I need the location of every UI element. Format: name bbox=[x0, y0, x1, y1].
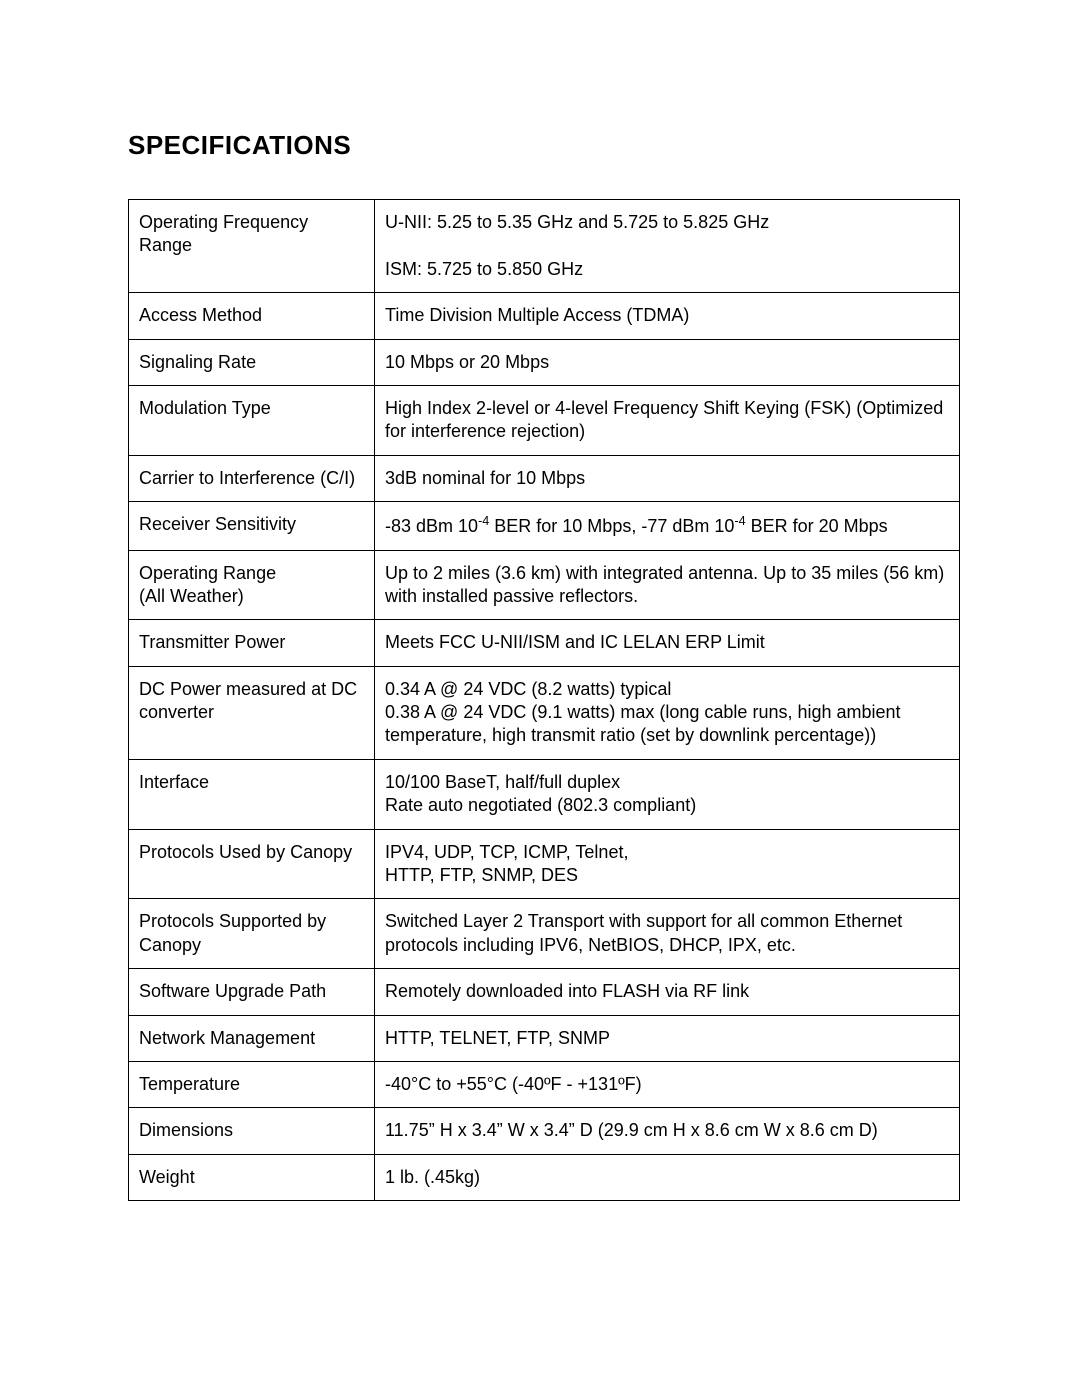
spec-value: U-NII: 5.25 to 5.35 GHz and 5.725 to 5.8… bbox=[375, 200, 960, 293]
spec-value: 3dB nominal for 10 Mbps bbox=[375, 455, 960, 501]
spec-label: Interface bbox=[129, 759, 375, 829]
spec-value: High Index 2-level or 4-level Frequency … bbox=[375, 385, 960, 455]
table-row: Transmitter PowerMeets FCC U-NII/ISM and… bbox=[129, 620, 960, 666]
table-row: Signaling Rate10 Mbps or 20 Mbps bbox=[129, 339, 960, 385]
page: SPECIFICATIONS Operating Frequency Range… bbox=[0, 0, 1080, 1397]
spec-value: -40°C to +55°C (-40ºF - +131ºF) bbox=[375, 1061, 960, 1107]
spec-label: Modulation Type bbox=[129, 385, 375, 455]
spec-value: 0.34 A @ 24 VDC (8.2 watts) typical0.38 … bbox=[375, 666, 960, 759]
section-title: SPECIFICATIONS bbox=[128, 130, 960, 161]
table-row: Operating Frequency RangeU-NII: 5.25 to … bbox=[129, 200, 960, 293]
table-row: Access MethodTime Division Multiple Acce… bbox=[129, 293, 960, 339]
spec-label: Receiver Sensitivity bbox=[129, 502, 375, 550]
spec-label: Protocols Used by Canopy bbox=[129, 829, 375, 899]
spec-label: Access Method bbox=[129, 293, 375, 339]
spec-value: -83 dBm 10-4 BER for 10 Mbps, -77 dBm 10… bbox=[375, 502, 960, 550]
table-row: Software Upgrade PathRemotely downloaded… bbox=[129, 969, 960, 1015]
spec-label: Temperature bbox=[129, 1061, 375, 1107]
spec-table-body: Operating Frequency RangeU-NII: 5.25 to … bbox=[129, 200, 960, 1201]
table-row: Operating Range(All Weather)Up to 2 mile… bbox=[129, 550, 960, 620]
spec-label: Network Management bbox=[129, 1015, 375, 1061]
table-row: Protocols Supported by CanopySwitched La… bbox=[129, 899, 960, 969]
spec-value: 10 Mbps or 20 Mbps bbox=[375, 339, 960, 385]
table-row: Interface10/100 BaseT, half/full duplexR… bbox=[129, 759, 960, 829]
table-row: Weight1 lb. (.45kg) bbox=[129, 1154, 960, 1200]
spec-value: Up to 2 miles (3.6 km) with integrated a… bbox=[375, 550, 960, 620]
spec-value: IPV4, UDP, TCP, ICMP, Telnet,HTTP, FTP, … bbox=[375, 829, 960, 899]
spec-value: Meets FCC U-NII/ISM and IC LELAN ERP Lim… bbox=[375, 620, 960, 666]
table-row: DC Power measured at DC converter0.34 A … bbox=[129, 666, 960, 759]
spec-table: Operating Frequency RangeU-NII: 5.25 to … bbox=[128, 199, 960, 1201]
spec-label: Software Upgrade Path bbox=[129, 969, 375, 1015]
spec-label: Protocols Supported by Canopy bbox=[129, 899, 375, 969]
table-row: Carrier to Interference (C/I)3dB nominal… bbox=[129, 455, 960, 501]
table-row: Modulation TypeHigh Index 2-level or 4-l… bbox=[129, 385, 960, 455]
spec-value: 1 lb. (.45kg) bbox=[375, 1154, 960, 1200]
spec-label: Signaling Rate bbox=[129, 339, 375, 385]
spec-label: DC Power measured at DC converter bbox=[129, 666, 375, 759]
table-row: Network ManagementHTTP, TELNET, FTP, SNM… bbox=[129, 1015, 960, 1061]
spec-label: Operating Range(All Weather) bbox=[129, 550, 375, 620]
spec-label: Transmitter Power bbox=[129, 620, 375, 666]
spec-label: Dimensions bbox=[129, 1108, 375, 1154]
spec-value: HTTP, TELNET, FTP, SNMP bbox=[375, 1015, 960, 1061]
spec-value: Switched Layer 2 Transport with support … bbox=[375, 899, 960, 969]
table-row: Receiver Sensitivity-83 dBm 10-4 BER for… bbox=[129, 502, 960, 550]
spec-label: Operating Frequency Range bbox=[129, 200, 375, 293]
table-row: Protocols Used by CanopyIPV4, UDP, TCP, … bbox=[129, 829, 960, 899]
spec-value: 11.75” H x 3.4” W x 3.4” D (29.9 cm H x … bbox=[375, 1108, 960, 1154]
spec-label: Weight bbox=[129, 1154, 375, 1200]
spec-label: Carrier to Interference (C/I) bbox=[129, 455, 375, 501]
spec-value: 10/100 BaseT, half/full duplexRate auto … bbox=[375, 759, 960, 829]
table-row: Temperature-40°C to +55°C (-40ºF - +131º… bbox=[129, 1061, 960, 1107]
table-row: Dimensions11.75” H x 3.4” W x 3.4” D (29… bbox=[129, 1108, 960, 1154]
spec-value: Remotely downloaded into FLASH via RF li… bbox=[375, 969, 960, 1015]
spec-value: Time Division Multiple Access (TDMA) bbox=[375, 293, 960, 339]
